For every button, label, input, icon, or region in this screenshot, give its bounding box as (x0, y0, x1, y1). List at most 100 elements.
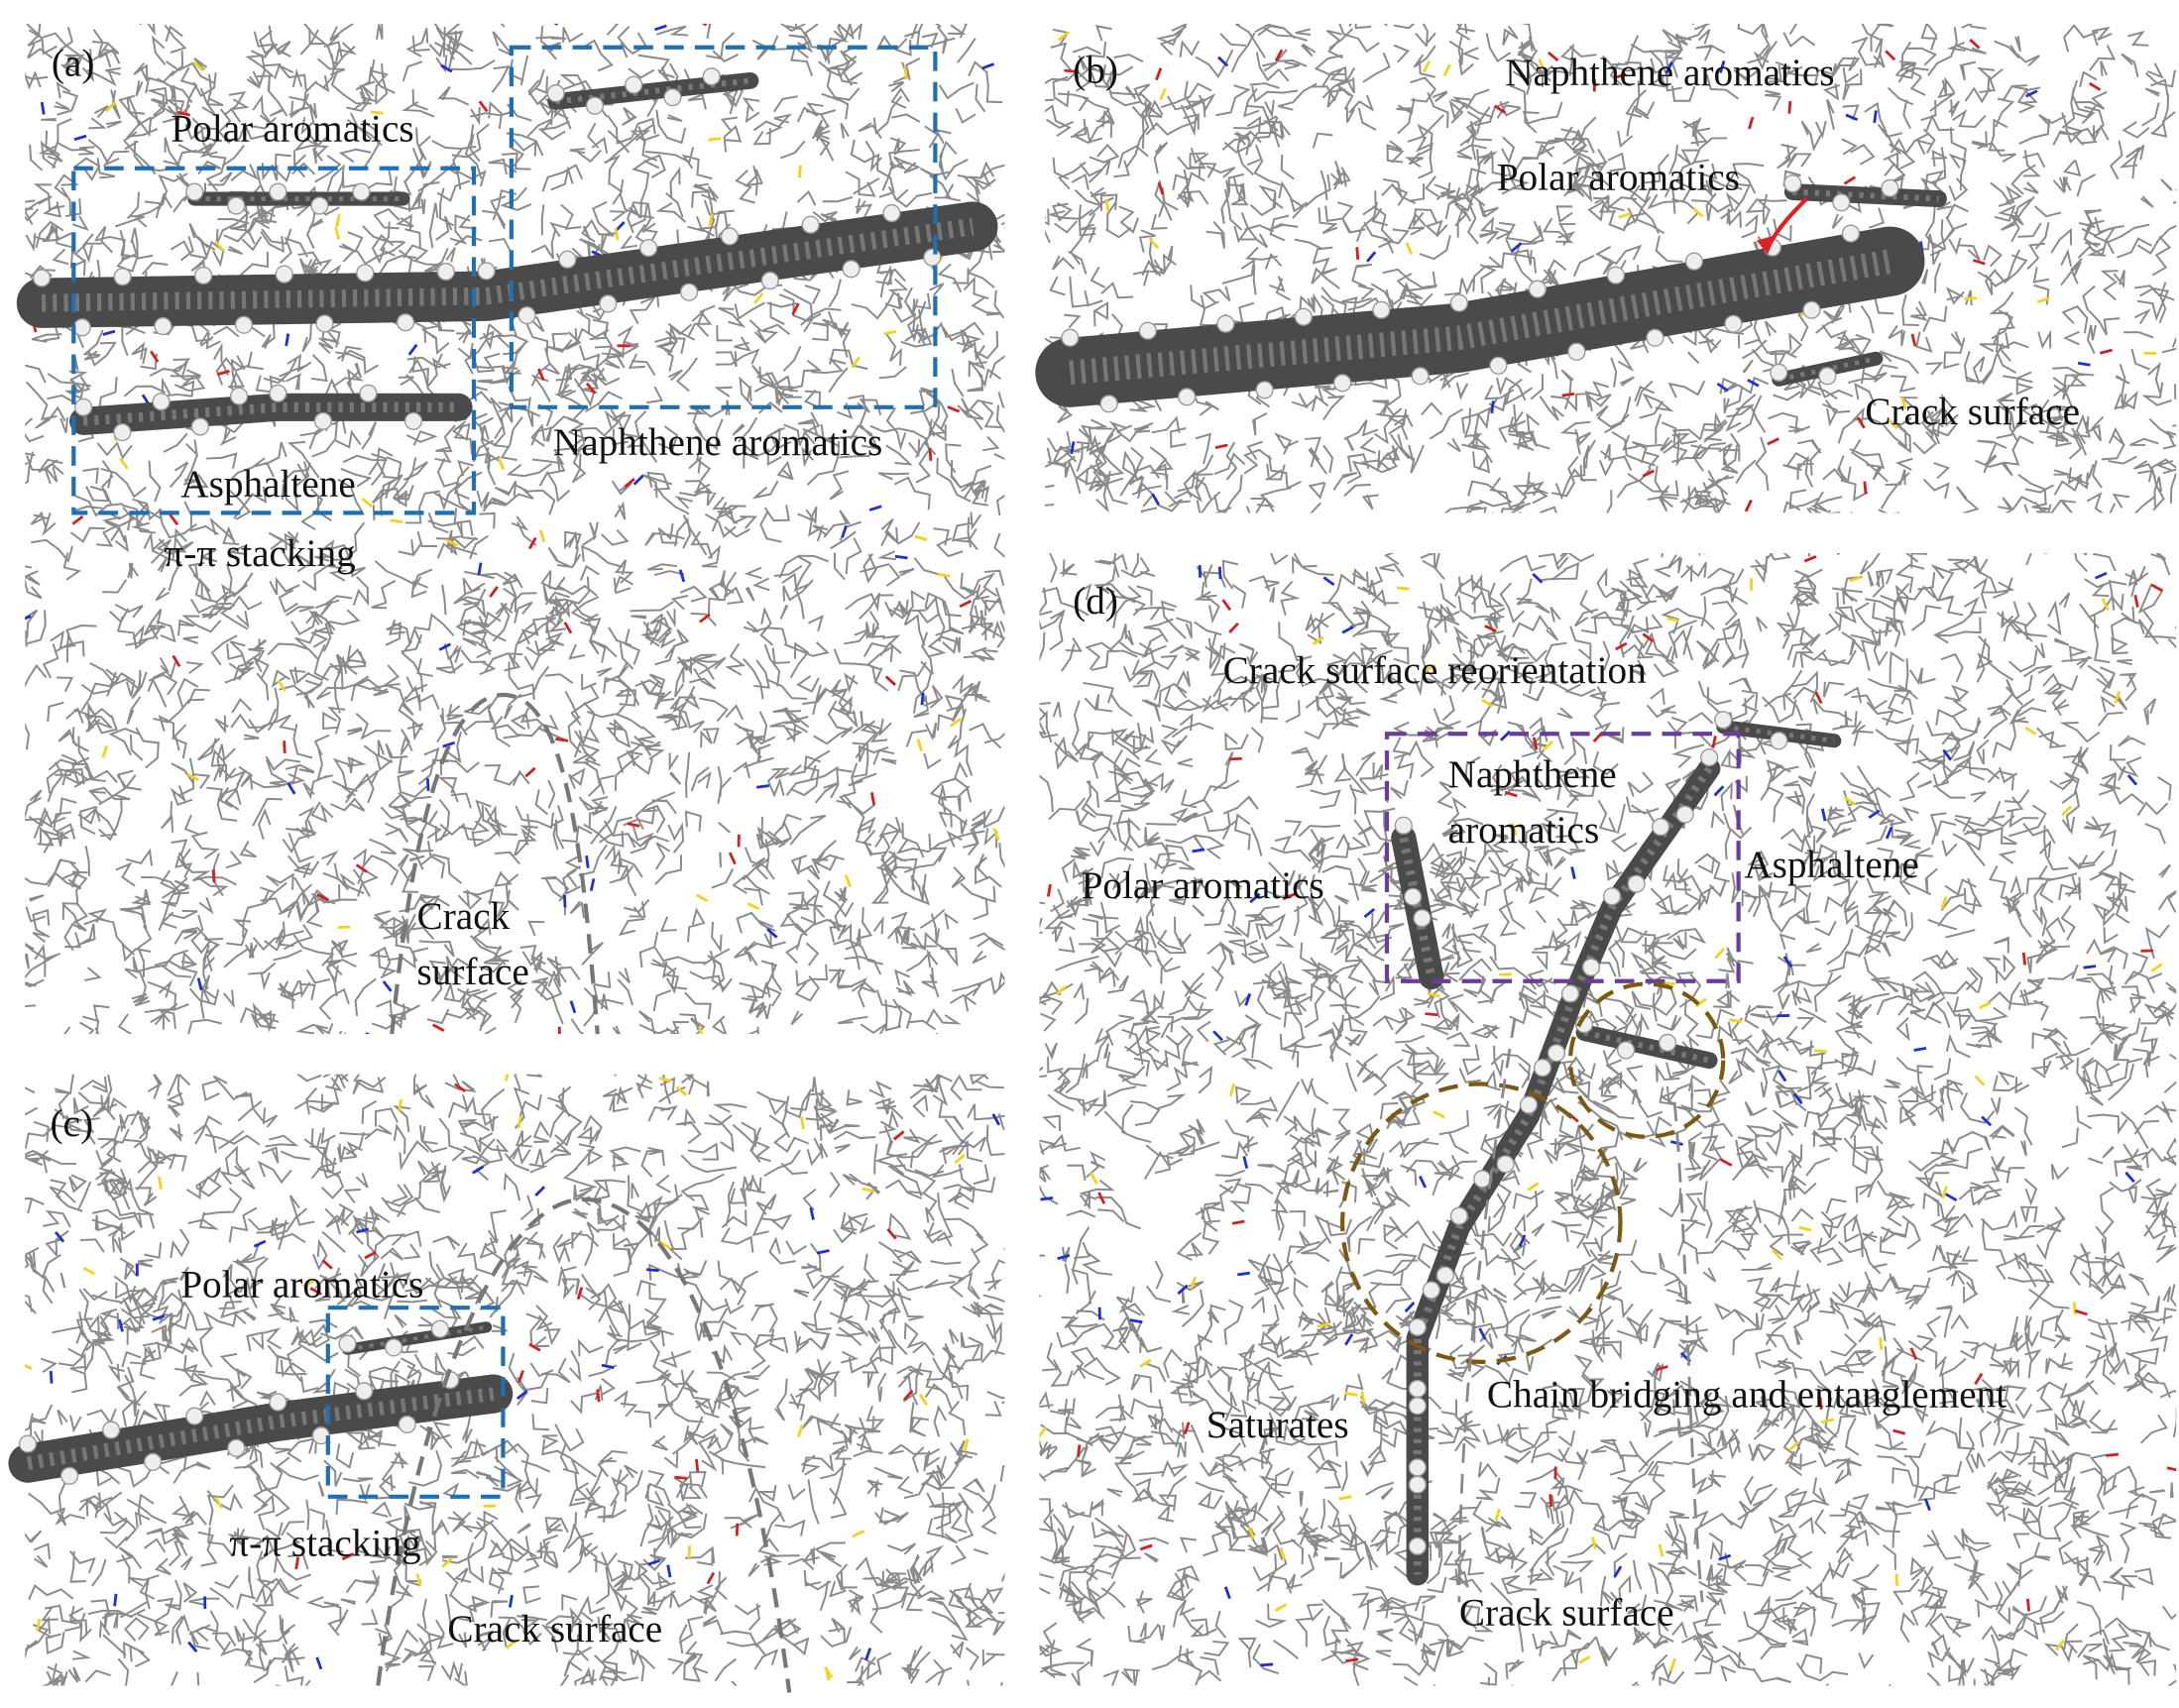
annotation: Naphthene aromatics (1505, 52, 1834, 94)
atom-bond (1229, 756, 1242, 761)
atom-bond (1814, 691, 1823, 705)
atom-bond (1527, 1182, 1540, 1192)
atom-bond (1274, 1603, 1288, 1612)
atom-bond (1055, 985, 1067, 996)
labels: (a) Polar aromatics Naphthene aromatics Asp… (50, 42, 2080, 1651)
atom-bond (1692, 207, 1704, 218)
atom (1714, 711, 1733, 730)
atom-bond (1615, 641, 1628, 651)
atom-bond (563, 622, 573, 634)
atom-bond (928, 448, 933, 461)
atom-bond (504, 1074, 510, 1082)
atom (1567, 342, 1586, 361)
atom-bond (1894, 1573, 1899, 1587)
entanglement-circle (1567, 981, 1726, 1139)
atom-bond (2025, 1598, 2031, 1612)
atom-bond (294, 1556, 300, 1570)
atom-bond (1322, 576, 1335, 587)
atom-bond (589, 878, 596, 891)
atom-bond (1510, 822, 1518, 836)
atom-bond (1424, 663, 1436, 673)
atom-bond (1974, 1075, 1986, 1086)
atom-bond (861, 1187, 875, 1194)
atom-bond (852, 1530, 865, 1538)
atom-bond (627, 822, 640, 828)
atom (558, 250, 577, 269)
atom-bond (361, 497, 373, 509)
atom-bond (1442, 63, 1451, 77)
atom-bond (791, 302, 800, 315)
stacking-box (71, 166, 477, 515)
atom-bond (1129, 1318, 1143, 1324)
atom-bond (1642, 632, 1655, 643)
atom-bond (1360, 1391, 1366, 1405)
atom-bond (1969, 38, 1981, 50)
atom-bond (36, 1618, 42, 1632)
atom-bond (152, 1313, 166, 1321)
atom-bond (1247, 1527, 1255, 1539)
atom (269, 182, 287, 201)
atom-bond (1803, 555, 1817, 563)
atom-bond (947, 405, 961, 413)
atom-bond (1792, 1092, 1803, 1105)
atom-bond (2072, 1302, 2077, 1315)
atom (760, 271, 779, 290)
annotation: Naphthene aromatics (553, 421, 882, 464)
atom-bond (1868, 809, 1881, 820)
atom-bond (1057, 31, 1070, 42)
atom-bond (954, 1153, 966, 1165)
atom-bond (441, 1556, 453, 1568)
atom (1533, 1059, 1552, 1078)
atom-bond (678, 569, 686, 583)
atom-bond (2106, 1452, 2120, 1457)
atom (585, 96, 605, 115)
atom (517, 305, 536, 325)
atom (315, 314, 334, 333)
atom (190, 417, 209, 436)
atom-bond (949, 718, 962, 728)
atom (152, 393, 171, 411)
atom-bond (2166, 1466, 2177, 1472)
atom-bond (213, 1496, 224, 1509)
molecule-stack (547, 71, 759, 110)
atom-bond (798, 165, 802, 178)
atom (1489, 356, 1508, 375)
atom-bond (799, 1116, 806, 1130)
atom-bond (1981, 1115, 1993, 1127)
atom (1684, 252, 1704, 271)
atom (1408, 1475, 1427, 1494)
atom-bond (1189, 1276, 1198, 1290)
atom-bond (892, 1130, 905, 1141)
atom (1408, 1379, 1427, 1399)
molecule-edge (41, 217, 975, 312)
atom (663, 88, 682, 107)
atom-bond (1484, 625, 1497, 632)
atom-bond (508, 1594, 514, 1608)
atom (1770, 732, 1788, 750)
atom-bond (1711, 736, 1717, 748)
atom-bond (477, 562, 483, 576)
atom-bond (632, 474, 644, 486)
atom-bond (438, 642, 452, 651)
atom-bond (364, 1250, 377, 1260)
atom-bond (2054, 1639, 2066, 1651)
panel-label: (d) (1073, 580, 1118, 623)
atom-bond (113, 1593, 118, 1607)
atom-bond (454, 1082, 467, 1092)
atom-bond (321, 1259, 333, 1270)
atom-bond (654, 24, 667, 32)
atom (1616, 1041, 1636, 1060)
atom-bond (1798, 1225, 1812, 1232)
atom-bond (601, 1363, 615, 1369)
bond-lines (1039, 553, 2177, 1686)
atom-bond (1097, 1192, 1106, 1204)
atom-bond (1363, 907, 1376, 919)
atom-bond (196, 977, 203, 991)
atom-bond (415, 1573, 422, 1586)
annotation: Crack surface reorientation (1223, 649, 1648, 692)
atom-bond (1885, 826, 1893, 840)
atom-bond (445, 538, 459, 547)
atom-bond (1518, 1234, 1527, 1248)
atom-bond (73, 134, 87, 142)
atom (1408, 1317, 1427, 1336)
